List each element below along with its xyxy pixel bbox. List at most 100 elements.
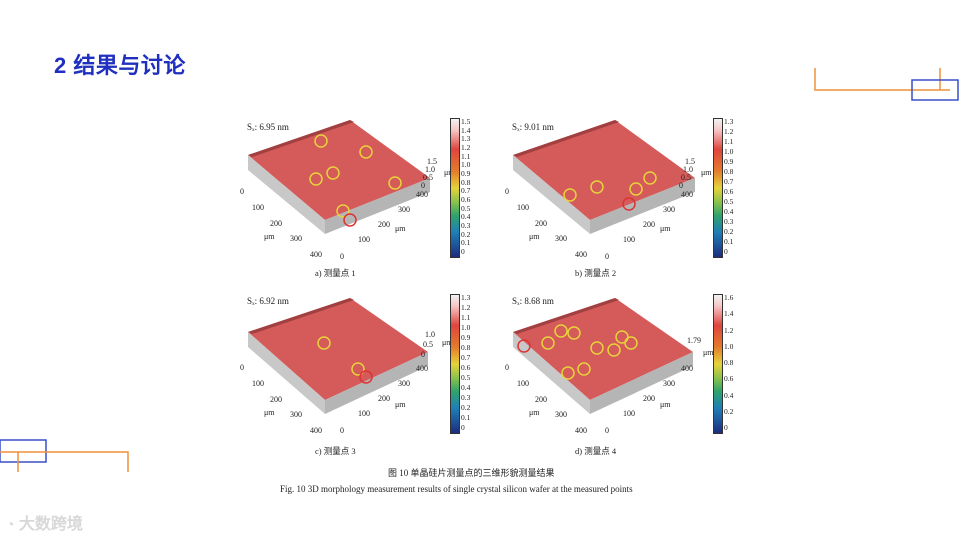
ztick: 0.5 <box>423 340 433 349</box>
colorbar-tick-label: 1.1 <box>461 313 471 322</box>
panel-c: Sₓ: 6.92 nm 1.0 0.5 0 μm 0 100 200 300 4… <box>230 290 490 468</box>
xunit: μm <box>529 232 540 241</box>
xtick: 400 <box>310 250 322 259</box>
xtick: 0 <box>505 363 509 372</box>
ztick: 0 <box>421 181 425 190</box>
colorbar-tick-label: 1.5 <box>461 117 471 126</box>
defect-marker-red <box>622 197 636 211</box>
xunit: μm <box>264 408 275 417</box>
xtick: 300 <box>290 234 302 243</box>
figure-3d-morphology: Sₓ: 6.95 nm 1.5 1.0 0.5 0 μm 0 100 200 3… <box>230 110 750 465</box>
panel-caption: a) 测量点 1 <box>315 268 356 278</box>
colorbar-tick-label: 1.2 <box>461 143 471 152</box>
colorbar-tick-label: 1.2 <box>724 325 734 335</box>
defect-marker-yellow <box>388 176 402 190</box>
colorbar-tick-label: 0.1 <box>461 238 471 248</box>
defect-marker-yellow <box>314 134 328 148</box>
xtick: 0 <box>240 363 244 372</box>
zunit: μm <box>444 168 455 177</box>
ztick: 1.0 <box>425 330 435 339</box>
yunit: μm <box>395 224 406 233</box>
colorbar-tick-label: 0.7 <box>461 353 471 362</box>
colorbar-tick-label: 0 <box>724 423 728 432</box>
colorbar-tick-label: 0 <box>461 423 465 432</box>
xtick: 200 <box>270 219 282 228</box>
colorbar-tick-label: 1.0 <box>724 341 734 351</box>
colorbar-tick-label: 1.4 <box>461 125 471 135</box>
colorbar-tick-label: 0.8 <box>724 358 734 367</box>
colorbar-tick-label: 1.4 <box>724 309 734 319</box>
colorbar-tick-label: 0.5 <box>461 373 471 382</box>
ytick: 300 <box>663 379 675 388</box>
xtick: 300 <box>555 410 567 419</box>
defect-marker-yellow <box>336 204 350 218</box>
colorbar-tick-label: 0 <box>461 247 465 256</box>
colorbar-tick-label: 0.5 <box>461 203 471 213</box>
xtick: 100 <box>517 379 529 388</box>
surface-plot <box>513 298 693 414</box>
colorbar-tick-label: 0.2 <box>461 403 471 412</box>
colorbar-tick-label: 0.2 <box>461 229 471 239</box>
defect-marker-yellow <box>590 180 604 194</box>
slide-title: 2 结果与讨论 <box>54 53 186 78</box>
defect-marker-red <box>517 339 531 353</box>
deco-lines-top-right <box>814 68 959 101</box>
panel-caption: b) 测量点 2 <box>575 268 617 278</box>
defect-marker-red <box>359 370 373 384</box>
panel-d: Sₓ: 8.68 nm 1.79 μm 0 100 200 300 400 μm… <box>495 290 755 468</box>
ytick: 300 <box>398 205 410 214</box>
xtick: 400 <box>575 250 587 259</box>
yunit: μm <box>660 224 671 233</box>
defect-marker-yellow <box>359 145 373 159</box>
xtick: 100 <box>252 203 264 212</box>
defect-marker-yellow <box>624 336 638 350</box>
colorbar-tick-label: 1.3 <box>461 134 471 144</box>
colorbar-tick-label: 1.0 <box>724 147 734 156</box>
colorbar-tick-label: 1.2 <box>724 127 734 136</box>
defect-marker-yellow <box>541 336 555 350</box>
colorbar-tick-label: 0.1 <box>461 413 471 422</box>
panel-caption: d) 测量点 4 <box>575 446 617 456</box>
xtick: 400 <box>310 426 322 435</box>
defect-marker-yellow <box>326 166 340 180</box>
surface-plot <box>248 120 430 234</box>
colorbar-tick-label: 1.2 <box>461 303 471 312</box>
colorbar <box>450 294 460 434</box>
ztick: 0 <box>421 350 425 359</box>
colorbar-tick-label: 1.6 <box>724 293 734 302</box>
ytick: 100 <box>623 409 635 418</box>
defect-marker-yellow <box>561 366 575 380</box>
watermark: ◔ 大数跨境 <box>6 510 83 534</box>
colorbar-tick-label: 0.8 <box>461 177 471 187</box>
sq-value: Sₓ: 9.01 nm <box>512 122 554 132</box>
xtick: 400 <box>575 426 587 435</box>
colorbar-tick-label: 0.6 <box>724 187 734 196</box>
defect-marker-yellow <box>629 182 643 196</box>
colorbar-tick-label: 0.4 <box>461 212 471 222</box>
colorbar-tick-label: 0.2 <box>724 406 734 416</box>
defect-marker-yellow <box>607 343 621 357</box>
colorbar-tick-label: 0.6 <box>724 374 734 384</box>
ytick: 300 <box>663 205 675 214</box>
colorbar-tick-label: 0.4 <box>461 383 471 392</box>
defect-marker-yellow <box>577 362 591 376</box>
watermark-text: 大数跨境 <box>18 516 83 533</box>
ytick: 400 <box>416 364 428 373</box>
colorbar-tick-label: 1.1 <box>724 137 734 146</box>
colorbar-tick-label: 0.1 <box>724 237 734 246</box>
zunit: μm <box>703 348 714 357</box>
colorbar-tick-label: 0.9 <box>461 333 471 342</box>
ytick: 0 <box>605 426 609 435</box>
defect-marker-yellow <box>590 341 604 355</box>
xtick: 200 <box>270 395 282 404</box>
colorbar <box>713 118 723 258</box>
xtick: 200 <box>535 219 547 228</box>
ztick: 1.79 <box>687 336 701 345</box>
ztick: 1.0 <box>425 165 435 174</box>
watermark-logo-icon: ◔ <box>6 516 15 532</box>
ytick: 300 <box>398 379 410 388</box>
ytick: 0 <box>605 252 609 261</box>
defect-marker-yellow <box>643 171 657 185</box>
sq-value: Sₓ: 6.95 nm <box>247 122 289 132</box>
ztick: 0 <box>679 181 683 190</box>
